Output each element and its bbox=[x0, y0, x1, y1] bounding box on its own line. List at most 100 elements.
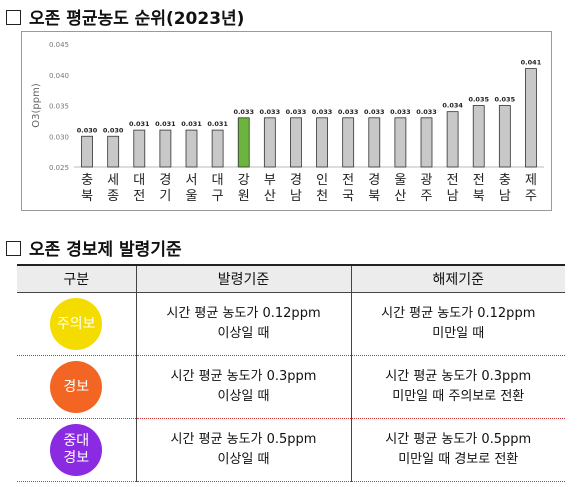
table-row: 중대 경보 시간 평균 농도가 0.5ppm 이상일 때 시간 평균 농도가 0… bbox=[17, 418, 565, 482]
y-tick-label: 0.045 bbox=[49, 41, 69, 49]
issue-line: 이상일 때 bbox=[217, 326, 270, 341]
issue-line: 이상일 때 bbox=[217, 452, 270, 467]
table-section-title: 오존 경보제 발령기준 bbox=[6, 235, 182, 260]
category-label: 전 bbox=[473, 173, 485, 188]
ozone-chart: O3(ppm) 0.025 0.030 0.035 0.040 0.045 0.030 충 북 0… bbox=[21, 31, 552, 211]
release-line: 미만일 때 bbox=[432, 326, 485, 341]
badge-label: 주의보 bbox=[56, 315, 96, 332]
data-label: 0.041 bbox=[521, 59, 542, 67]
category-label: 천 bbox=[316, 189, 328, 204]
alert-criteria-table: 구분 발령기준 해제기준 주의보 시간 평균 농도가 0.12ppm 이상일 때… bbox=[17, 264, 565, 482]
bar bbox=[211, 129, 224, 168]
category-label: 남 bbox=[447, 189, 459, 204]
bar bbox=[133, 129, 146, 168]
ozone-chart-svg: O3(ppm) 0.025 0.030 0.035 0.040 0.045 0.030 충북 0… bbox=[31, 41, 544, 204]
category-label: 대 bbox=[212, 173, 224, 188]
category-label: 경 bbox=[159, 173, 171, 188]
warning-badge: 경보 bbox=[50, 361, 103, 413]
category-label: 산 bbox=[394, 189, 406, 204]
bar bbox=[81, 135, 93, 168]
data-label: 0.033 bbox=[233, 108, 254, 116]
category-label: 울 bbox=[186, 189, 198, 204]
data-label: 0.033 bbox=[286, 108, 307, 116]
level-cell: 경보 bbox=[17, 355, 136, 419]
serious-warning-badge: 중대 경보 bbox=[50, 424, 103, 476]
category-label: 서 bbox=[186, 173, 198, 188]
category-label: 울 bbox=[394, 173, 406, 188]
data-label: 0.031 bbox=[181, 120, 202, 128]
badge-label-line: 중대 bbox=[63, 433, 90, 449]
advisory-badge: 주의보 bbox=[50, 298, 103, 350]
category-label: 전 bbox=[447, 173, 459, 188]
category-label: 산 bbox=[264, 189, 276, 204]
data-label: 0.033 bbox=[364, 108, 385, 116]
data-label: 0.033 bbox=[416, 108, 437, 116]
bar bbox=[185, 129, 198, 168]
level-cell: 주의보 bbox=[17, 292, 136, 356]
header-category: 구분 bbox=[17, 264, 136, 293]
data-label: 0.031 bbox=[129, 120, 150, 128]
category-label: 구 bbox=[212, 189, 224, 204]
table-header-row: 구분 발령기준 해제기준 bbox=[17, 264, 565, 293]
data-label: 0.031 bbox=[207, 120, 228, 128]
bar bbox=[107, 135, 120, 168]
issue-cell: 시간 평균 농도가 0.3ppm 이상일 때 bbox=[135, 355, 351, 419]
data-label: 0.034 bbox=[442, 102, 463, 110]
bar bbox=[420, 117, 433, 168]
issue-line: 이상일 때 bbox=[217, 389, 270, 404]
table-row: 주의보 시간 평균 농도가 0.12ppm 이상일 때 시간 평균 농도가 0.… bbox=[17, 292, 565, 356]
bar bbox=[342, 117, 355, 168]
category-label: 북 bbox=[81, 189, 93, 204]
data-label: 0.030 bbox=[77, 126, 98, 134]
table-section-title-text: 오존 경보제 발령기준 bbox=[29, 240, 182, 260]
data-label: 0.035 bbox=[495, 96, 516, 104]
y-tick-label: 0.040 bbox=[49, 72, 69, 80]
category-label: 부 bbox=[264, 173, 276, 188]
issue-cell: 시간 평균 농도가 0.12ppm 이상일 때 bbox=[135, 292, 351, 356]
table-row: 경보 시간 평균 농도가 0.3ppm 이상일 때 시간 평균 농도가 0.3p… bbox=[17, 355, 565, 419]
category-label: 경 bbox=[368, 173, 380, 188]
badge-label: 경보 bbox=[63, 378, 90, 395]
issue-line: 시간 평균 농도가 0.5ppm bbox=[170, 432, 317, 447]
y-tick-label: 0.030 bbox=[49, 133, 69, 141]
category-label: 종 bbox=[107, 189, 119, 204]
category-label: 주 bbox=[421, 189, 433, 204]
data-label: 0.030 bbox=[103, 126, 124, 134]
issue-cell: 시간 평균 농도가 0.5ppm 이상일 때 bbox=[135, 418, 351, 482]
release-line: 시간 평균 농도가 0.5ppm bbox=[385, 432, 532, 447]
category-label: 북 bbox=[473, 189, 485, 204]
header-release-criteria: 해제기준 bbox=[350, 264, 565, 293]
data-label: 0.033 bbox=[312, 108, 333, 116]
bar bbox=[316, 117, 328, 168]
release-cell: 시간 평균 농도가 0.3ppm 미만일 때 주의보로 전환 bbox=[350, 355, 565, 419]
checkbox-square-icon bbox=[6, 10, 21, 25]
bar bbox=[394, 117, 407, 168]
release-line: 시간 평균 농도가 0.12ppm bbox=[381, 306, 536, 321]
badge-label-line: 경보 bbox=[63, 450, 90, 466]
release-cell: 시간 평균 농도가 0.5ppm 미만일 때 경보로 전환 bbox=[350, 418, 565, 482]
bar bbox=[472, 105, 485, 168]
y-axis-label: O3(ppm) bbox=[31, 83, 42, 128]
category-label: 충 bbox=[81, 173, 93, 188]
level-cell: 중대 경보 bbox=[17, 418, 136, 482]
bar bbox=[368, 117, 381, 168]
category-label: 대 bbox=[133, 173, 145, 188]
category-label: 주 bbox=[525, 189, 537, 204]
category-label: 국 bbox=[342, 189, 354, 204]
category-label: 세 bbox=[107, 173, 119, 188]
category-label: 강 bbox=[238, 173, 250, 188]
release-cell: 시간 평균 농도가 0.12ppm 미만일 때 bbox=[350, 292, 565, 356]
bar bbox=[498, 105, 511, 168]
bar bbox=[159, 129, 172, 168]
bar bbox=[290, 117, 302, 168]
release-line: 시간 평균 농도가 0.3ppm bbox=[385, 369, 532, 384]
category-label: 기 bbox=[159, 189, 171, 204]
category-label: 충 bbox=[499, 173, 511, 188]
category-label: 남 bbox=[499, 189, 511, 204]
header-issue-criteria: 발령기준 bbox=[135, 264, 351, 293]
category-label: 제 bbox=[525, 173, 537, 188]
category-label: 남 bbox=[290, 189, 302, 204]
checkbox-square-icon bbox=[6, 241, 21, 256]
y-tick-label: 0.035 bbox=[49, 103, 69, 111]
release-line: 미만일 때 경보로 전환 bbox=[398, 452, 519, 467]
